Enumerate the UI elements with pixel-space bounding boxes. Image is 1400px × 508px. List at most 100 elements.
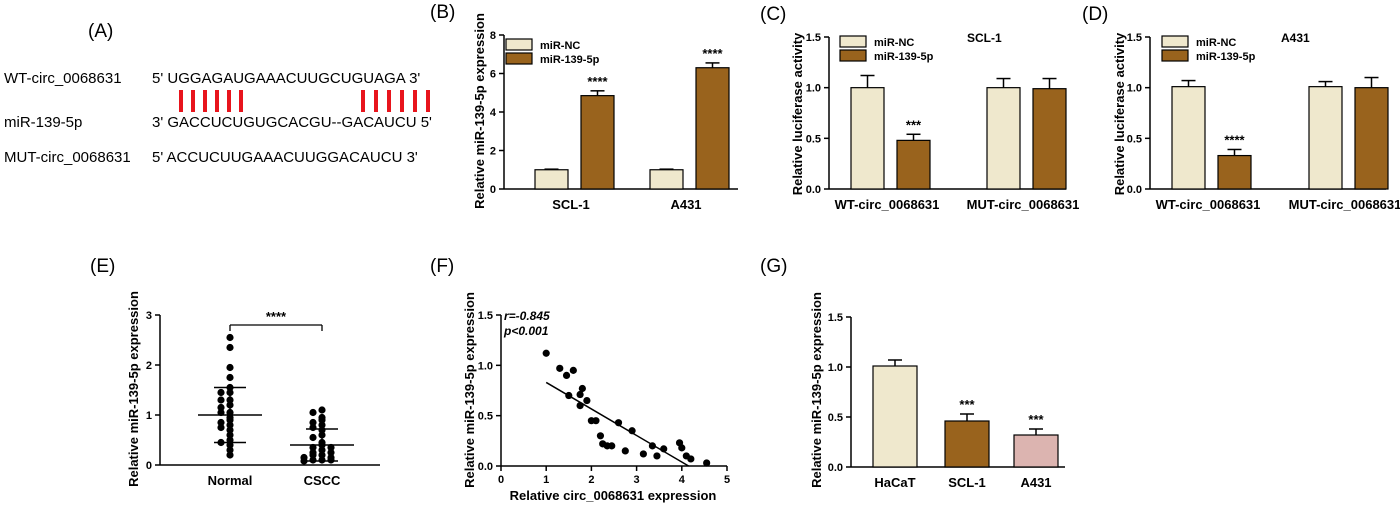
significance-label: ***	[1028, 412, 1044, 427]
y-tick-label: 1.0	[1127, 83, 1142, 95]
y-axis-label: Relative miR-139-5p expression	[462, 292, 477, 488]
y-tick-label: 1.0	[828, 362, 843, 374]
y-tick-label: 1.5	[806, 32, 821, 44]
x-tick-label: WT-circ_0068631	[835, 197, 940, 212]
data-point	[596, 432, 605, 440]
y-tick-label: 0.0	[828, 462, 843, 474]
y-tick-label: 0.0	[806, 184, 821, 196]
y-tick-label: 0.5	[1127, 133, 1142, 145]
significance-label: ****	[587, 74, 608, 89]
y-tick-label: 0.0	[478, 461, 493, 473]
data-point	[226, 363, 234, 372]
data-point	[318, 416, 326, 424]
x-tick-label: MUT-circ_0068631	[1289, 197, 1400, 212]
y-tick-label: 2	[146, 360, 152, 372]
data-point	[318, 406, 326, 414]
data-point	[217, 423, 225, 432]
y-tick-label: 2	[490, 146, 496, 158]
bar	[695, 67, 730, 190]
data-point	[318, 421, 326, 429]
legend-swatch	[505, 52, 533, 65]
y-tick-label: 3	[146, 310, 152, 322]
y-tick-label: 1.0	[478, 360, 493, 372]
legend-swatch	[1161, 35, 1189, 48]
significance-label: ****	[702, 46, 723, 61]
seq-row-sequence: 5' UGGAGAUGAAACUUGCUGUAGA 3'	[152, 70, 420, 87]
bar	[850, 87, 885, 190]
data-point	[556, 364, 564, 372]
panel-label-d: (D)	[1082, 4, 1108, 25]
x-tick-label: WT-circ_0068631	[1156, 197, 1261, 212]
data-point	[562, 371, 571, 379]
x-tick-label: 3	[634, 474, 640, 486]
y-tick-label: 0.0	[1127, 184, 1142, 196]
x-tick-label: 4	[679, 474, 686, 486]
data-point	[639, 450, 647, 458]
legend-swatch	[1161, 49, 1189, 62]
data-point	[653, 452, 661, 460]
data-point	[309, 456, 317, 464]
data-point	[621, 447, 629, 455]
panel-g: (G) Relative miR-139-5p expression 0.0 0.…	[760, 256, 1065, 490]
panel-label-a: (A)	[88, 21, 113, 42]
seq-row-label: miR-139-5p	[4, 114, 82, 131]
data-point	[578, 384, 586, 393]
data-point	[217, 418, 225, 427]
y-tick-label: 0.5	[806, 133, 821, 145]
data-point	[592, 417, 600, 425]
bar	[1308, 86, 1343, 190]
panel-e: (E) Relative miR-139-5p expression 0 1 2 3 N…	[90, 256, 380, 488]
bar	[1217, 154, 1252, 190]
data-point	[217, 388, 225, 397]
significance-label: ****	[266, 309, 287, 324]
legend-label: miR-139-5p	[540, 54, 600, 66]
bar	[944, 420, 990, 468]
y-tick-label: 0	[146, 460, 152, 472]
y-tick-label: 1.5	[1127, 32, 1142, 44]
legend-label: miR-NC	[874, 37, 914, 49]
panel-f: (F) Relative miR-139-5p expression Relat…	[430, 256, 730, 503]
y-axis-label: Relative luciferase activity	[1112, 32, 1127, 195]
data-point	[300, 457, 308, 465]
panel-label-f: (F)	[430, 256, 454, 277]
correlation-p: p<0.001	[503, 324, 549, 338]
y-tick-label: 1.5	[478, 310, 493, 322]
y-tick-label: 1	[146, 410, 152, 422]
data-point	[687, 455, 695, 463]
x-tick-label: SCL-1	[552, 197, 590, 212]
data-point	[309, 451, 317, 459]
x-tick-label: CSCC	[304, 473, 341, 488]
bar	[896, 139, 931, 190]
data-point	[226, 343, 234, 352]
bar	[872, 365, 918, 468]
bar	[534, 169, 569, 190]
data-point	[309, 408, 317, 417]
data-point	[226, 333, 234, 342]
data-point	[309, 433, 317, 442]
x-axis-label: Relative circ_0068631 expression	[510, 488, 717, 503]
x-tick-label: Normal	[208, 473, 253, 488]
data-point	[226, 373, 234, 382]
data-point	[327, 456, 335, 464]
x-tick-label: A431	[670, 197, 701, 212]
bar	[1032, 88, 1067, 190]
significance-label: ***	[959, 397, 975, 412]
data-point	[703, 459, 711, 467]
seq-row-label: WT-circ_0068631	[4, 70, 122, 87]
bar	[1013, 434, 1059, 468]
y-tick-label: 1.0	[806, 83, 821, 95]
x-tick-label: 0	[498, 474, 504, 486]
data-point	[309, 418, 317, 427]
x-tick-label: A431	[1020, 475, 1051, 490]
seq-row-sequence: 3' GACCUCUGUGCACGU--GACAUCU 5'	[152, 114, 432, 131]
panel-d: (D) Relative luciferase activity A431 0.…	[1082, 4, 1400, 212]
bar	[580, 95, 615, 190]
base-pair-lines	[179, 90, 430, 112]
legend-swatch	[839, 49, 867, 62]
legend-swatch	[839, 35, 867, 48]
data-point	[678, 444, 686, 452]
panel-c: (C) Relative luciferase activity SCL-1 0…	[760, 4, 1079, 212]
y-axis-label: Relative miR-139-5p expression	[809, 292, 824, 488]
regression-line	[545, 381, 689, 467]
bar	[1171, 86, 1206, 190]
